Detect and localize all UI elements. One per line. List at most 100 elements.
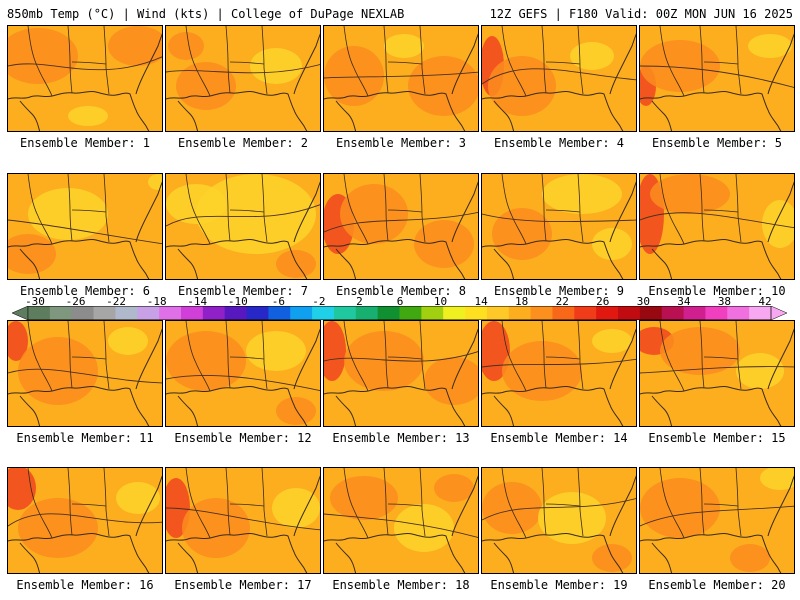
warm-temperature-region (730, 544, 770, 572)
cooler-temperature-region (246, 331, 306, 371)
state-border (699, 174, 705, 242)
coastline (482, 385, 624, 426)
coastline (166, 385, 308, 426)
warm-temperature-region (414, 220, 474, 268)
height-contour (166, 507, 320, 531)
state-border (67, 26, 73, 94)
state-border (735, 321, 742, 390)
cooler-temperature-region (592, 329, 632, 353)
colorbar-tick-label: 14 (474, 295, 488, 308)
state-border (27, 468, 53, 539)
temperature-field-map (482, 26, 636, 131)
warm-temperature-region (108, 26, 162, 66)
state-border (577, 174, 584, 243)
warm-temperature-region (492, 208, 552, 260)
colorbar-segment (399, 306, 422, 320)
colorbar-tick-label: 30 (636, 295, 650, 308)
ensemble-map-panel (481, 25, 637, 132)
state-border (545, 61, 581, 65)
coastline (324, 238, 466, 279)
state-border (501, 321, 527, 392)
colorbar-segment (661, 306, 685, 320)
warm-temperature-region (434, 474, 474, 502)
coastline (640, 238, 782, 279)
state-border (185, 321, 211, 392)
colorbar-segment (596, 306, 619, 320)
coastline (640, 385, 782, 426)
coastline (651, 248, 673, 279)
cooler-temperature-region (28, 188, 108, 240)
colorbar-segment (465, 306, 488, 320)
temperature-field-map (166, 26, 320, 131)
coastline (640, 90, 782, 131)
colorbar-tick-labels: -30 -26 -22 -18 -14 -10 -6 -2 2 6 10 14 18 22 26 30 34 38… (0, 296, 800, 308)
colorbar-segment (486, 306, 510, 320)
warm-temperature-region (650, 174, 730, 214)
warm-temperature-region (340, 184, 408, 244)
state-border (261, 468, 268, 537)
state-border (659, 321, 685, 392)
coastline (335, 542, 357, 573)
colorbar-tick-label: -14 (187, 295, 208, 308)
warm-temperature-region (482, 482, 542, 534)
coastline (19, 100, 41, 131)
colorbar-tick-label: -2 (312, 295, 326, 308)
coastline (767, 181, 794, 243)
coastline (8, 238, 150, 279)
state-border (225, 174, 231, 242)
coastline (177, 100, 199, 131)
coastline (177, 248, 199, 279)
coastline (135, 33, 162, 95)
colorbar-segment (508, 306, 532, 320)
height-contour (8, 56, 162, 71)
warm-temperature-region (344, 331, 424, 391)
ensemble-map-panel (7, 320, 163, 427)
coastline (19, 395, 41, 426)
colorbar-segment (115, 306, 138, 320)
state-border (71, 61, 107, 65)
warm-temperature-region (176, 62, 236, 110)
ensemble-map-panel (165, 25, 321, 132)
temperature-colorbar (12, 306, 787, 320)
colorbar-segment (552, 306, 575, 320)
state-border (387, 356, 423, 360)
colorbar-tick-label: 42 (758, 295, 772, 308)
colorbar-tick-label: -6 (271, 295, 285, 308)
height-contour (8, 219, 162, 245)
height-contour (324, 351, 478, 362)
colorbar-tick-label: 6 (396, 295, 404, 308)
colorbar-tick-label: 18 (515, 295, 529, 308)
cooler-temperature-region (384, 34, 424, 58)
coastline (640, 532, 782, 573)
state-border (27, 174, 53, 245)
state-border (545, 503, 581, 507)
ensemble-map-panel (323, 320, 479, 427)
coastline (651, 542, 673, 573)
height-contour (640, 505, 794, 527)
coastline (166, 532, 308, 573)
colorbar-segment (727, 306, 750, 320)
ensemble-map-panel (481, 467, 637, 574)
colorbar-segment (333, 306, 357, 320)
colorbar-segment (443, 306, 466, 320)
height-contour (166, 374, 320, 392)
cooler-temperature-region (272, 488, 320, 528)
state-border (545, 209, 581, 213)
height-contour (166, 204, 320, 227)
colorbar-segment (28, 306, 51, 320)
colorbar-svg (12, 306, 787, 320)
warm-temperature-region (182, 498, 250, 558)
ensemble-map-panel (323, 25, 479, 132)
height-contour (482, 358, 636, 368)
temperature-field-map (8, 321, 162, 426)
ensemble-member-label: Ensemble Member: 6 (19, 284, 151, 298)
temperature-field-map (324, 26, 478, 131)
colorbar-border (27, 306, 772, 320)
state-border (699, 26, 705, 94)
state-border (703, 61, 739, 65)
ensemble-map-panel (7, 467, 163, 574)
state-border (577, 468, 584, 537)
coastline (451, 328, 478, 390)
ensemble-map-panel (639, 320, 795, 427)
height-contour (8, 368, 162, 384)
